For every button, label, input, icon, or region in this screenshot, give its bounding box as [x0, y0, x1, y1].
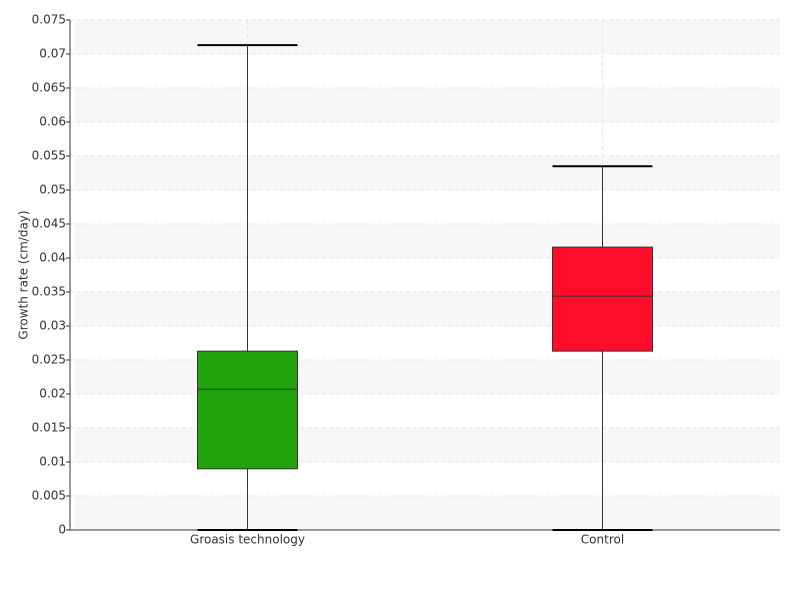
y-tick-label: 0.065 — [32, 81, 66, 95]
grid-band — [75, 156, 780, 190]
grid-band — [75, 292, 780, 326]
x-tick-label: Groasis technology — [190, 533, 305, 547]
y-tick-label: 0.075 — [32, 13, 66, 27]
y-tick-label: 0.06 — [39, 115, 66, 129]
y-tick-label: 0.05 — [39, 183, 66, 197]
y-tick-label: 0.015 — [32, 421, 66, 435]
grid-band — [75, 360, 780, 394]
y-tick-label: 0.03 — [39, 319, 66, 333]
y-tick-label: 0.025 — [32, 353, 66, 367]
grid-band — [75, 496, 780, 530]
y-tick-label: 0.02 — [39, 387, 66, 401]
grid-band — [75, 428, 780, 462]
y-tick-label: 0.055 — [32, 149, 66, 163]
y-tick-label: 0.035 — [32, 285, 66, 299]
grid-band — [75, 224, 780, 258]
box — [197, 350, 298, 470]
y-axis-label: Growth rate (cm/day) — [17, 210, 31, 339]
y-tick-label: 0.01 — [39, 455, 66, 469]
grid-band — [75, 20, 780, 54]
grid-band — [75, 88, 780, 122]
y-tick-label: 0.005 — [32, 489, 66, 503]
box — [552, 246, 653, 352]
y-tick-label: 0 — [58, 523, 66, 537]
y-tick-label: 0.045 — [32, 217, 66, 231]
y-tick-label: 0.04 — [39, 251, 66, 265]
x-tick-label: Control — [581, 533, 624, 547]
y-tick-label: 0.07 — [39, 47, 66, 61]
